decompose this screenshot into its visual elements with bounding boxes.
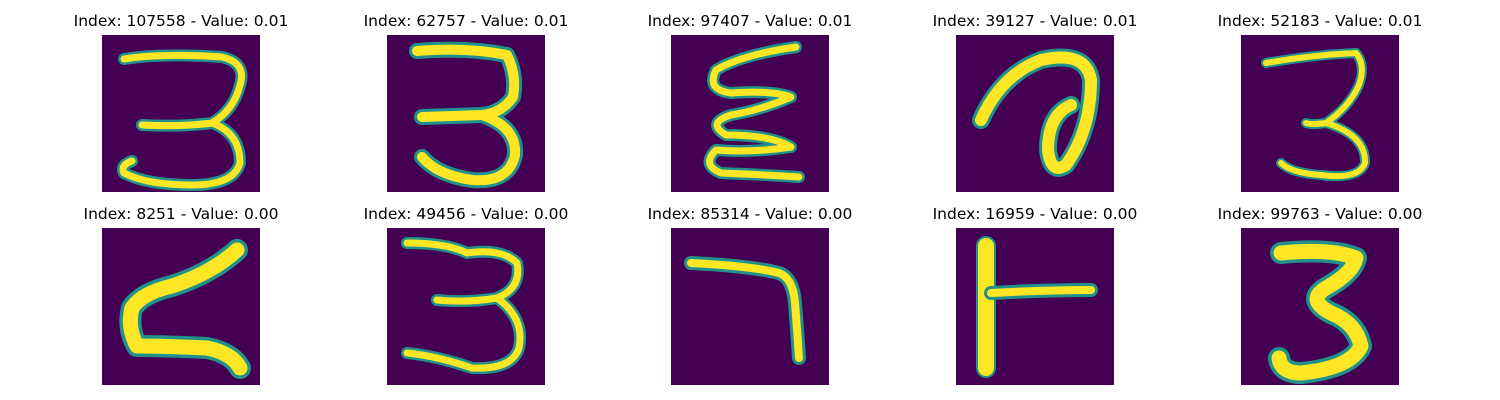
digit-3-icon [1241, 35, 1399, 192]
panel-title: Index: 8251 - Value: 0.00 [51, 205, 311, 223]
digit-image [671, 35, 829, 192]
zigzag-icon [671, 35, 829, 192]
digit-image [387, 228, 545, 385]
zigzag-icon [102, 228, 260, 385]
digit-image [102, 228, 260, 385]
panel-title: Index: 99763 - Value: 0.00 [1190, 205, 1450, 223]
digit-image [956, 35, 1114, 192]
digit-image [956, 228, 1114, 385]
digit-3-icon [387, 35, 545, 192]
digit-image [671, 228, 829, 385]
panel-title: Index: 107558 - Value: 0.01 [51, 12, 311, 30]
panel-title: Index: 16959 - Value: 0.00 [905, 205, 1165, 223]
panel-title: Index: 39127 - Value: 0.01 [905, 12, 1165, 30]
digit-image [1241, 35, 1399, 192]
panel-title: Index: 52183 - Value: 0.01 [1190, 12, 1450, 30]
digit-3-icon [1241, 228, 1399, 385]
loop-icon [956, 35, 1114, 192]
digit-image [102, 35, 260, 192]
digit-image [387, 35, 545, 192]
panel-title: Index: 49456 - Value: 0.00 [336, 205, 596, 223]
panel-title: Index: 62757 - Value: 0.01 [336, 12, 596, 30]
panel-title: Index: 97407 - Value: 0.01 [620, 12, 880, 30]
digit-7-icon [671, 228, 829, 385]
digit-3-icon [102, 35, 260, 192]
digit-image [1241, 228, 1399, 385]
panel-title: Index: 85314 - Value: 0.00 [620, 205, 880, 223]
t-shape-icon [956, 228, 1114, 385]
digit-3-icon [387, 228, 545, 385]
